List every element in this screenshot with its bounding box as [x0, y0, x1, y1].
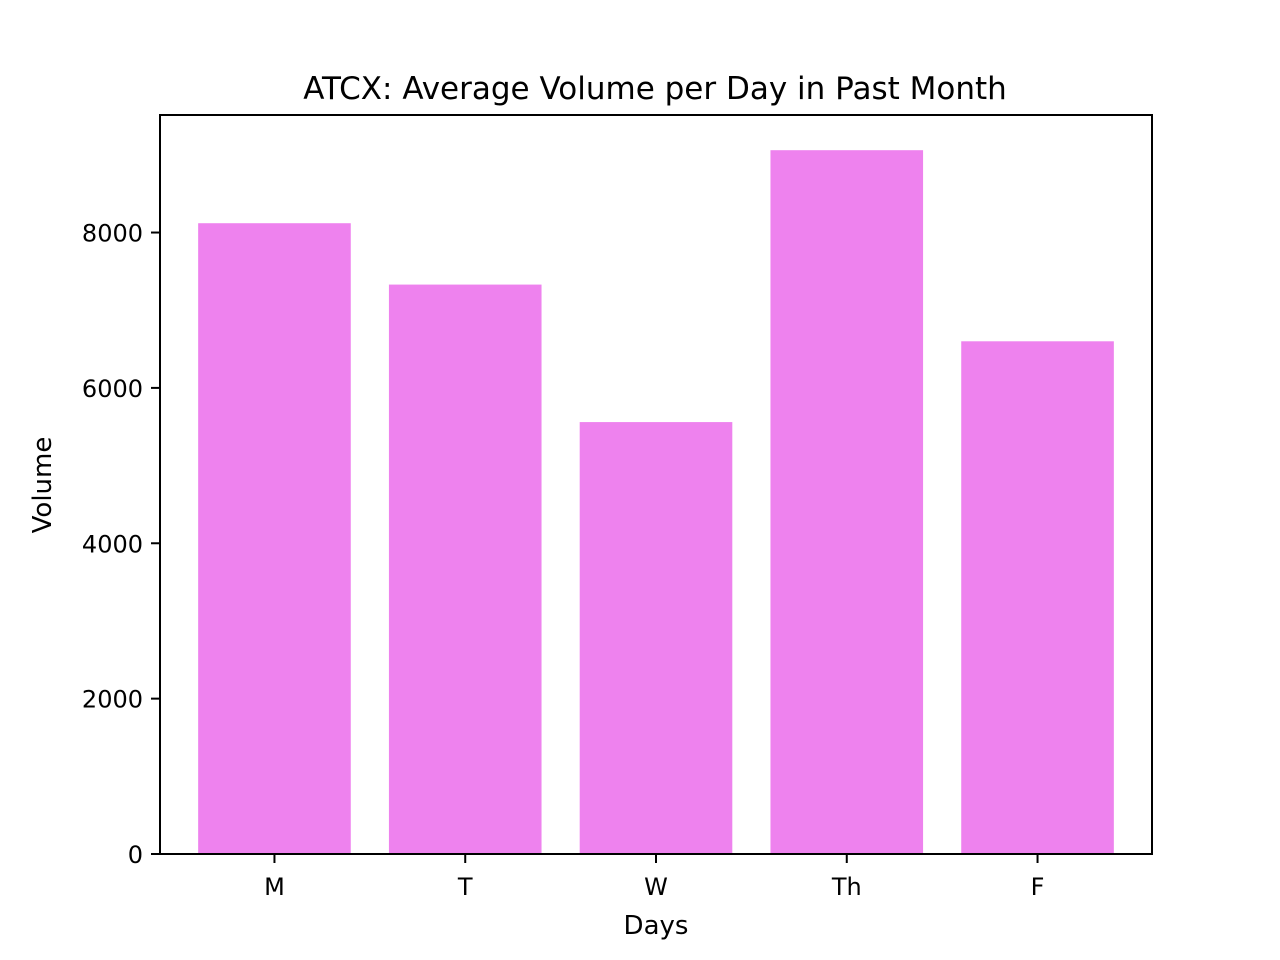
bars-group	[198, 150, 1114, 855]
y-tick-label: 2000	[82, 686, 143, 714]
y-tick-label: 0	[128, 841, 143, 869]
x-tick-label: M	[264, 873, 285, 901]
x-tick-label: W	[644, 873, 668, 901]
bar-w	[579, 422, 733, 854]
bar-f	[961, 341, 1114, 854]
bar-m	[198, 223, 351, 855]
bar-th	[770, 150, 924, 854]
x-tick-label: T	[457, 873, 473, 901]
x-axis-label: Days	[624, 911, 689, 941]
y-tick-label: 8000	[82, 220, 143, 248]
y-axis: 0 2000 4000 6000 8000	[82, 220, 160, 869]
y-tick-label: 6000	[82, 375, 143, 403]
y-axis-label: Volume	[28, 437, 58, 534]
plot-frame	[159, 114, 1153, 855]
chart-title: ATCX: Average Volume per Day in Past Mon…	[303, 71, 1007, 107]
x-axis: M T W Th F	[264, 854, 1044, 901]
bar-t	[388, 284, 542, 854]
x-tick-label: F	[1031, 873, 1045, 901]
y-tick-label: 4000	[82, 530, 143, 558]
x-tick-label: Th	[831, 873, 862, 901]
